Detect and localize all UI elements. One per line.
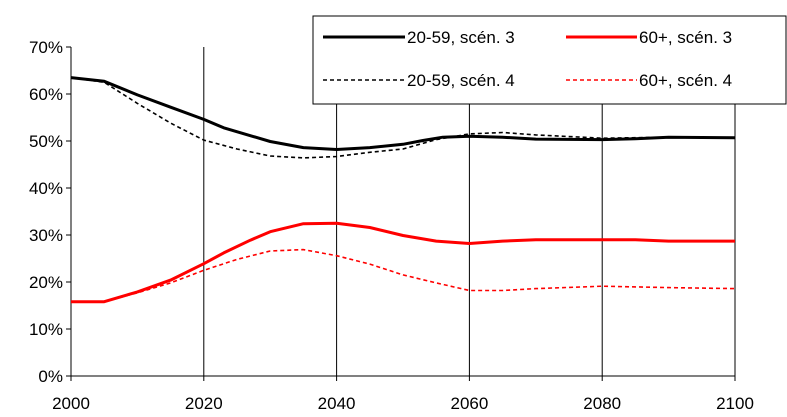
x-tick-label: 2020 [185,394,223,413]
legend-label: 60+, scén. 3 [639,28,732,47]
legend-label: 60+, scén. 4 [639,71,732,90]
x-tick-label: 2080 [583,394,621,413]
series-line-4 [71,248,736,303]
series-line-3 [70,76,736,159]
x-tick-label: 2100 [716,394,754,413]
x-axis-tick-labels: 2000 2020 2040 2060 2080 2100 [52,394,754,413]
y-tick-label: 30% [29,226,63,245]
y-tick-label: 0% [38,367,63,386]
series-line-1 [70,76,736,151]
axes [66,46,736,381]
legend-label: 20-59, scén. 4 [407,71,515,90]
x-tick-label: 2060 [450,394,488,413]
series-lines [70,76,736,304]
legend: 20-59, scén. 3 60+, scén. 3 20-59, scén. 4… [312,15,787,105]
x-tick-label: 2040 [318,394,356,413]
x-tick-label: 2000 [52,394,90,413]
legend-box [312,15,787,105]
series-line-2 [71,221,735,304]
y-axis-tick-labels: 0% 10% 20% 30% 40% 50% 60% 70% [29,38,63,386]
legend-label: 20-59, scén. 3 [407,28,515,47]
y-tick-label: 70% [29,38,63,57]
y-tick-label: 40% [29,179,63,198]
y-tick-label: 20% [29,273,63,292]
y-tick-label: 50% [29,132,63,151]
y-tick-label: 60% [29,85,63,104]
y-tick-label: 10% [29,320,63,339]
